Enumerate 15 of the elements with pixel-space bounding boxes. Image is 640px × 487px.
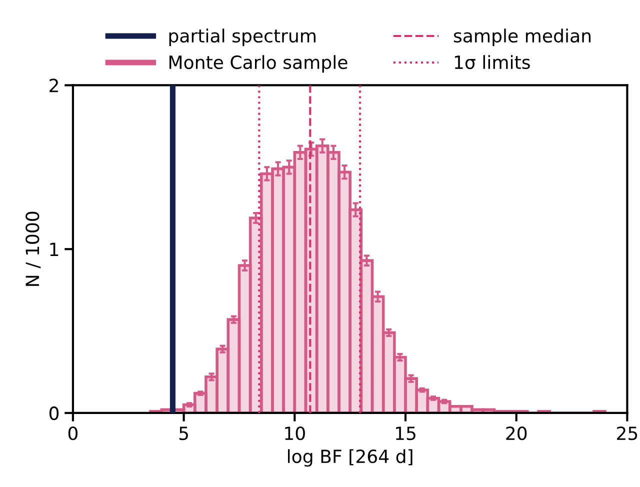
x-tick-label: 10 bbox=[285, 426, 305, 440]
x-tick-label: 0 bbox=[68, 426, 78, 440]
legend-label: 1σ limits bbox=[454, 55, 530, 70]
x-tick-label: 20 bbox=[506, 426, 527, 440]
x-tick-label: 25 bbox=[617, 426, 638, 440]
x-axis-title: log BF [264 d] bbox=[288, 449, 412, 467]
legend-label: sample median bbox=[454, 28, 590, 46]
x-tick-label: 5 bbox=[179, 426, 188, 440]
x-tick-label: 15 bbox=[396, 426, 416, 440]
y-tick-label: 2 bbox=[50, 78, 58, 92]
legend-label: partial spectrum bbox=[169, 28, 316, 46]
y-tick-label: 1 bbox=[50, 242, 58, 256]
legend-label: Monte Carlo sample bbox=[169, 55, 348, 73]
y-axis-title: N / 1000 bbox=[26, 212, 41, 286]
y-tick-label: 0 bbox=[49, 406, 59, 420]
